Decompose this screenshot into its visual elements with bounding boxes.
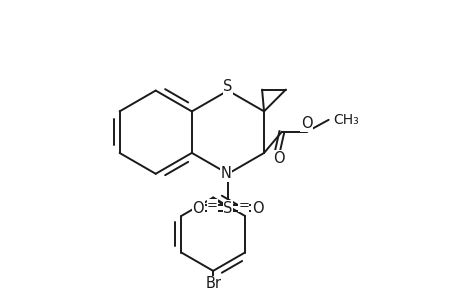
Text: N: N	[220, 166, 231, 181]
Text: O: O	[300, 116, 312, 131]
Text: =: =	[238, 199, 249, 212]
Text: S: S	[223, 201, 232, 216]
Text: O: O	[273, 151, 284, 166]
Text: O: O	[192, 201, 204, 216]
Text: Br: Br	[205, 276, 221, 291]
Text: O: O	[252, 201, 263, 216]
Text: CH₃: CH₃	[333, 113, 358, 127]
Text: S: S	[223, 79, 232, 94]
Text: =: =	[206, 199, 217, 212]
